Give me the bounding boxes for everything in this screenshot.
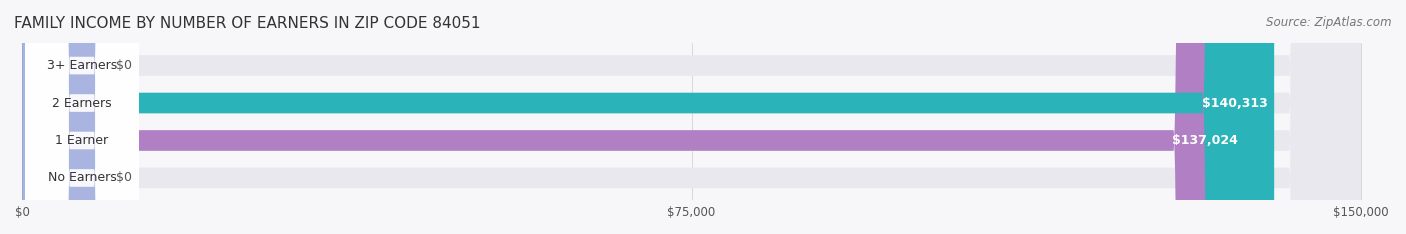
FancyBboxPatch shape bbox=[25, 0, 139, 234]
FancyBboxPatch shape bbox=[22, 0, 1361, 234]
FancyBboxPatch shape bbox=[25, 0, 139, 234]
FancyBboxPatch shape bbox=[22, 0, 103, 234]
Text: FAMILY INCOME BY NUMBER OF EARNERS IN ZIP CODE 84051: FAMILY INCOME BY NUMBER OF EARNERS IN ZI… bbox=[14, 16, 481, 31]
FancyBboxPatch shape bbox=[22, 0, 1361, 234]
FancyBboxPatch shape bbox=[22, 0, 1361, 234]
FancyBboxPatch shape bbox=[22, 0, 1244, 234]
Text: $137,024: $137,024 bbox=[1173, 134, 1239, 147]
Text: No Earners: No Earners bbox=[48, 172, 117, 184]
Text: 2 Earners: 2 Earners bbox=[52, 97, 112, 110]
Text: Source: ZipAtlas.com: Source: ZipAtlas.com bbox=[1267, 16, 1392, 29]
FancyBboxPatch shape bbox=[22, 0, 1274, 234]
Text: $140,313: $140,313 bbox=[1202, 97, 1267, 110]
Text: $0: $0 bbox=[117, 172, 132, 184]
FancyBboxPatch shape bbox=[22, 0, 103, 234]
Text: 3+ Earners: 3+ Earners bbox=[46, 59, 117, 72]
Text: $0: $0 bbox=[117, 59, 132, 72]
Text: 1 Earner: 1 Earner bbox=[55, 134, 108, 147]
FancyBboxPatch shape bbox=[25, 0, 139, 234]
FancyBboxPatch shape bbox=[22, 0, 1361, 234]
FancyBboxPatch shape bbox=[25, 0, 139, 234]
